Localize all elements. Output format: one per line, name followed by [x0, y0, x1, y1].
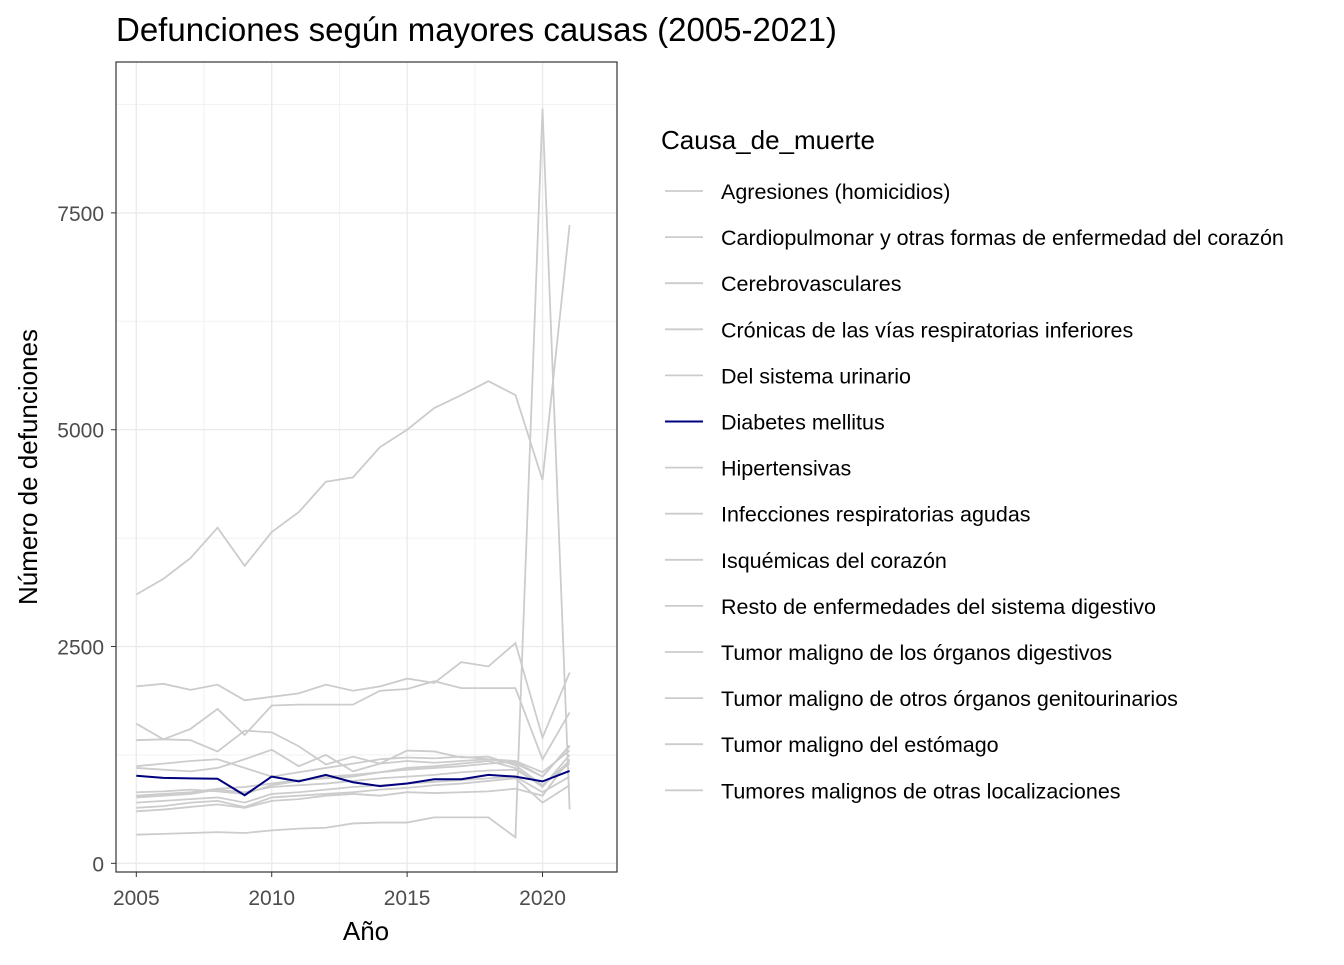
legend-item: Tumor maligno de otros órganos genitouri…: [665, 687, 1178, 711]
legend-item: Infecciones respiratorias agudas: [665, 503, 1031, 527]
legend-item: Diabetes mellitus: [665, 411, 885, 435]
chart-title: Defunciones según mayores causas (2005-2…: [116, 11, 837, 48]
legend-label: Resto de enfermedades del sistema digest…: [721, 595, 1156, 619]
y-tick-label: 7500: [57, 203, 104, 226]
y-axis-label: Número de defunciones: [13, 329, 43, 605]
legend-item: Hipertensivas: [665, 457, 851, 481]
series-line: [135, 680, 571, 762]
legend-label: Del sistema urinario: [721, 364, 911, 388]
legend-label: Tumor maligno de los órganos digestivos: [721, 641, 1112, 665]
legend-item: Agresiones (homicidios): [665, 180, 950, 204]
x-tick-label: 2005: [113, 887, 160, 910]
legend-label: Crónicas de las vías respiratorias infer…: [721, 318, 1133, 342]
legend: Agresiones (homicidios) Cardiopulmonar y …: [665, 180, 1284, 803]
series-line: [136, 760, 571, 799]
series-lines: [135, 108, 571, 840]
legend-label: Agresiones (homicidios): [721, 180, 950, 204]
series-line: [136, 775, 571, 804]
series-line: [135, 224, 571, 596]
y-tick-label: 2500: [57, 637, 104, 660]
x-axis: 2005 2010 2015 2020: [113, 872, 566, 910]
series-line: [136, 758, 571, 813]
legend-item: Tumor maligno de los órganos digestivos: [665, 641, 1112, 665]
legend-label: Diabetes mellitus: [721, 411, 885, 435]
legend-item: Resto de enfermedades del sistema digest…: [665, 595, 1156, 619]
legend-label: Isquémicas del corazón: [721, 549, 947, 573]
legend-label: Tumores malignos de otras localizaciones: [721, 779, 1121, 803]
grid: [116, 62, 617, 872]
series-line: [136, 744, 571, 797]
legend-label: Tumor maligno de otros órganos genitouri…: [721, 687, 1178, 711]
legend-item: Isquémicas del corazón: [665, 549, 947, 573]
y-axis: 0 2500 5000 7500: [57, 203, 116, 876]
x-axis-label: Año: [343, 916, 389, 946]
y-tick-label: 0: [92, 853, 104, 876]
legend-title: Causa_de_muerte: [661, 125, 875, 155]
legend-label: Cardiopulmonar y otras formas de enferme…: [721, 226, 1284, 250]
series-line: [136, 770, 570, 797]
legend-item: Tumores malignos de otras localizaciones: [665, 779, 1121, 803]
plot-border: [115, 61, 618, 873]
series-line: [136, 777, 571, 809]
series-line: [136, 641, 571, 741]
legend-label: Hipertensivas: [721, 457, 851, 481]
x-tick-label: 2020: [519, 887, 566, 910]
legend-item: Cerebrovasculares: [665, 272, 901, 296]
legend-label: Cerebrovasculares: [721, 272, 901, 296]
legend-item: Crónicas de las vías respiratorias infer…: [665, 318, 1133, 342]
x-tick-label: 2010: [248, 887, 295, 910]
legend-item: Tumor maligno del estómago: [665, 733, 999, 757]
y-tick-label: 5000: [57, 420, 104, 443]
series-line: [136, 108, 571, 840]
series-line: [136, 748, 571, 787]
legend-label: Infecciones respiratorias agudas: [721, 503, 1031, 527]
series-line: [136, 745, 571, 778]
x-tick-label: 2015: [384, 887, 431, 910]
legend-item: Del sistema urinario: [665, 364, 911, 388]
legend-label: Tumor maligno del estómago: [721, 733, 999, 757]
legend-item: Cardiopulmonar y otras formas de enferme…: [665, 226, 1284, 250]
